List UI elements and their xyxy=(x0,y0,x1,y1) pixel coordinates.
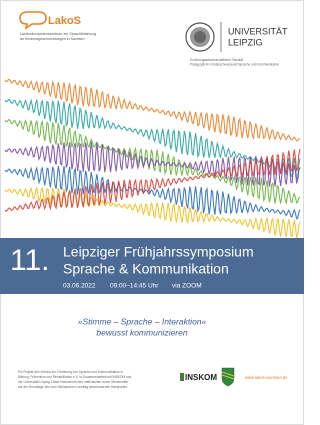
footer-text: der Universität Leipzig. Diese Maßnahme … xyxy=(18,380,128,384)
footer-text: Bildung, Prävention und Rehabilitation e… xyxy=(18,375,132,379)
event-venue: via ZOOM xyxy=(172,283,202,290)
poster: LakoS Landeskompetenzzentrum zur Sprachf… xyxy=(0,0,304,425)
lakos-subtitle: an Kindertageseinrichtungen in Sachsen xyxy=(20,37,85,41)
institute: Pädagogik im Förderschwerpunkt Sprache u… xyxy=(190,62,280,66)
event-number: 11. xyxy=(10,244,49,277)
footer-text: auf der Grundlage des vom Sächsischen La… xyxy=(18,385,128,389)
lakos-name: LakoS xyxy=(48,15,81,27)
partner-logo: INSKOM xyxy=(185,373,217,382)
event-time: 09:00–14:45 Uhr xyxy=(110,283,159,290)
footer-text: Ein Projekt des Vereins zur Förderung vo… xyxy=(18,370,123,374)
university-name: LEIPZIG xyxy=(228,37,263,47)
lakos-subtitle: Landeskompetenzzentrum zur Sprachförderu… xyxy=(20,32,96,36)
event-title: Sprache & Kommunikation xyxy=(63,261,229,277)
event-title: Leipziger Frühjahrssymposium xyxy=(63,244,254,260)
event-date: 03.06.2022 xyxy=(63,283,96,290)
faculty: Erziehungswissenschaftliche Fakultät xyxy=(190,58,243,62)
motto: »Stimme – Sprache – Interaktion« xyxy=(78,316,207,326)
inskom-icon xyxy=(180,373,184,381)
url: www.lakos-sachsen.de xyxy=(245,375,288,380)
motto: bewusst kommunizieren xyxy=(96,327,187,337)
university-name: UNIVERSITÄT xyxy=(228,26,288,36)
